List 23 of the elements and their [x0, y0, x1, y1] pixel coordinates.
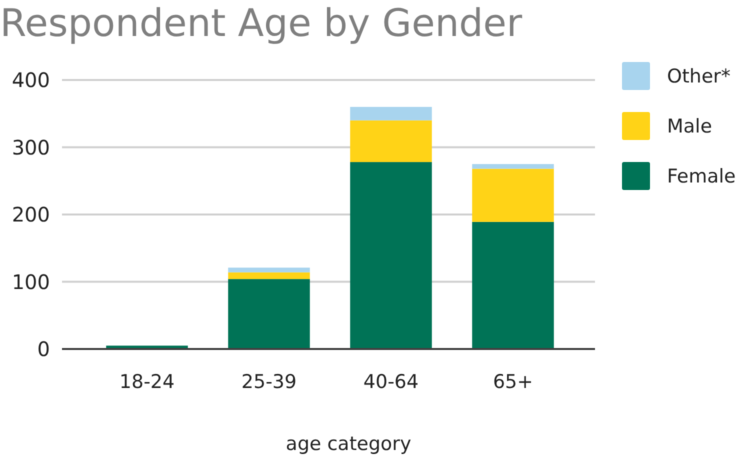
bar: [472, 168, 554, 222]
legend-label: Male: [667, 116, 712, 138]
x-axis-title: age category: [286, 433, 412, 455]
x-tick-label: 65+: [492, 371, 534, 393]
bar: [472, 222, 554, 349]
bar: [350, 106, 432, 120]
legend-label: Female: [667, 166, 736, 188]
x-tick-label: 40-64: [363, 371, 419, 393]
x-tick-label: 18-24: [119, 371, 175, 393]
bar: [350, 162, 432, 349]
x-tick-label: 25-39: [241, 371, 297, 393]
y-tick-label: 300: [12, 135, 50, 160]
chart-title: Respondent Age by Gender: [0, 1, 523, 45]
bar: [472, 164, 554, 169]
legend-label: Other*: [667, 66, 730, 88]
y-tick-label: 0: [37, 337, 50, 361]
y-tick-label: 200: [12, 202, 50, 226]
bar: [228, 268, 310, 272]
y-tick-label: 100: [12, 270, 50, 294]
bar: [228, 279, 310, 349]
bar: [350, 120, 432, 162]
bar: [228, 272, 310, 280]
y-tick-label: 400: [12, 68, 50, 92]
